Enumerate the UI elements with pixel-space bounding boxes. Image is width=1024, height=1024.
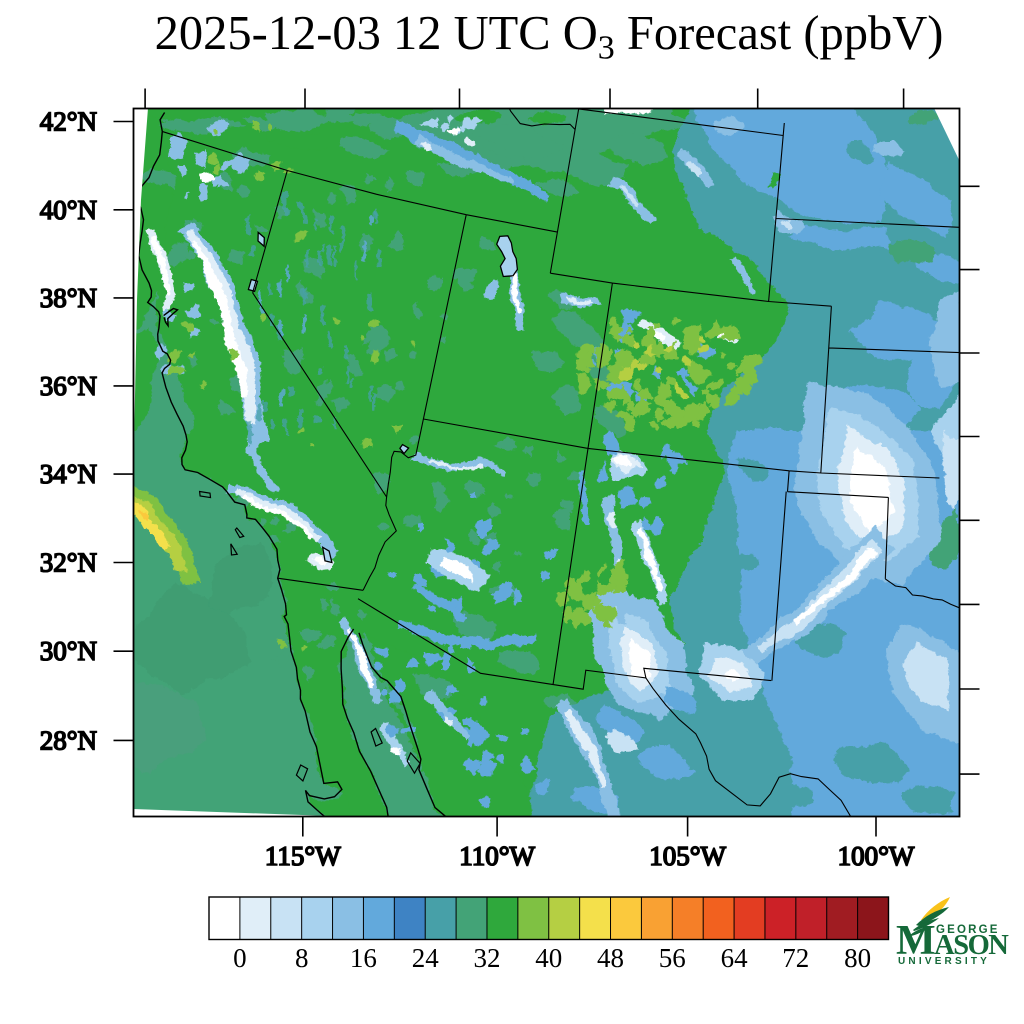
svg-text:40°N: 40°N <box>40 195 97 225</box>
svg-text:80: 80 <box>844 943 871 973</box>
svg-text:24: 24 <box>412 943 440 973</box>
svg-text:2025-12-03 12 UTC O3 Forecast: 2025-12-03 12 UTC O3 Forecast (ppbV) <box>155 7 944 67</box>
svg-text:56: 56 <box>659 943 686 973</box>
svg-text:GEORGE: GEORGE <box>936 924 1000 936</box>
svg-text:42°N: 42°N <box>40 107 97 137</box>
svg-text:38°N: 38°N <box>40 283 97 313</box>
svg-text:8: 8 <box>295 943 309 973</box>
svg-text:100°W: 100°W <box>838 841 915 871</box>
svg-text:32: 32 <box>474 943 501 973</box>
svg-text:UNIVERSITY: UNIVERSITY <box>898 956 990 967</box>
svg-text:72: 72 <box>782 943 809 973</box>
svg-text:34°N: 34°N <box>40 459 97 489</box>
svg-text:0: 0 <box>233 943 247 973</box>
svg-text:16: 16 <box>350 943 377 973</box>
svg-text:48: 48 <box>597 943 624 973</box>
svg-text:36°N: 36°N <box>40 371 97 401</box>
svg-text:110°W: 110°W <box>459 841 535 871</box>
svg-text:30°N: 30°N <box>40 636 97 666</box>
svg-text:115°W: 115°W <box>265 841 341 871</box>
svg-text:40: 40 <box>535 943 562 973</box>
svg-text:105°W: 105°W <box>649 841 726 871</box>
svg-text:32°N: 32°N <box>40 548 97 578</box>
svg-text:64: 64 <box>721 943 749 973</box>
svg-text:28°N: 28°N <box>40 725 97 755</box>
